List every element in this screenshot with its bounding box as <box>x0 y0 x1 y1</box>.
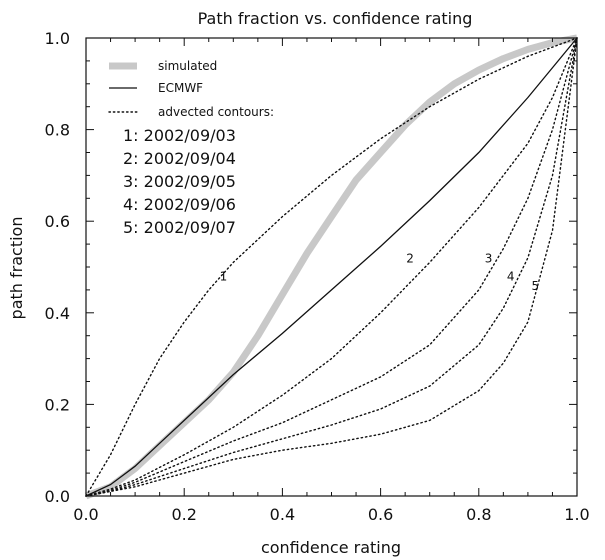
x-tick-label: 0.6 <box>368 505 393 524</box>
x-tick-label: 0.4 <box>270 505 295 524</box>
x-tick-label: 0.0 <box>73 505 98 524</box>
curve-labels: 1 2 34 5 <box>220 251 539 292</box>
axes: 0.0 0.2 0.4 0.6 0.8 1.0 0.0 0.2 0.4 0.6 0.8 1.0 <box>45 29 590 524</box>
x-axis-label: confidence rating <box>261 538 401 557</box>
curve-label-2: 2 <box>406 251 414 265</box>
series-line-5 <box>85 37 578 497</box>
legend-contour-date: 3: 2002/09/05 <box>123 172 236 191</box>
curve-label-4: 4 <box>507 270 515 284</box>
y-tick-label: 0.6 <box>45 212 70 231</box>
series-line-7 <box>85 37 578 497</box>
curve-label-1: 1 <box>220 270 228 284</box>
series-line-2 <box>85 37 578 497</box>
y-tick-label: 0.4 <box>45 304 70 323</box>
series-line-4 <box>85 37 578 497</box>
x-tick-label: 0.8 <box>466 505 491 524</box>
legend: simulated ECMWF advected contours: 1: 2002/… <box>108 59 274 237</box>
y-tick-label: 0.0 <box>45 487 70 506</box>
legend-label: ECMWF <box>158 81 203 95</box>
plot-lines <box>84 34 578 500</box>
series-line-6 <box>85 37 578 497</box>
curve-label-3: 3 <box>485 251 493 265</box>
chart-title: Path fraction vs. confidence rating <box>198 9 473 28</box>
y-tick-label: 0.8 <box>45 121 70 140</box>
y-tick-label: 1.0 <box>45 29 70 48</box>
y-tick-label: 0.2 <box>45 395 70 414</box>
x-tick-label: 0.2 <box>171 505 196 524</box>
curve-label-5: 5 <box>531 279 539 293</box>
x-tick-label: 1.0 <box>564 505 589 524</box>
legend-label: advected contours: <box>158 105 274 119</box>
legend-label: simulated <box>158 59 217 73</box>
legend-contour-date: 4: 2002/09/06 <box>123 195 236 214</box>
series-line-1 <box>84 34 578 500</box>
legend-contour-date: 5: 2002/09/07 <box>123 218 236 237</box>
legend-contour-date: 2: 2002/09/04 <box>123 149 236 168</box>
legend-contour-date: 1: 2002/09/03 <box>123 126 236 145</box>
y-axis-label: path fraction <box>7 217 26 320</box>
